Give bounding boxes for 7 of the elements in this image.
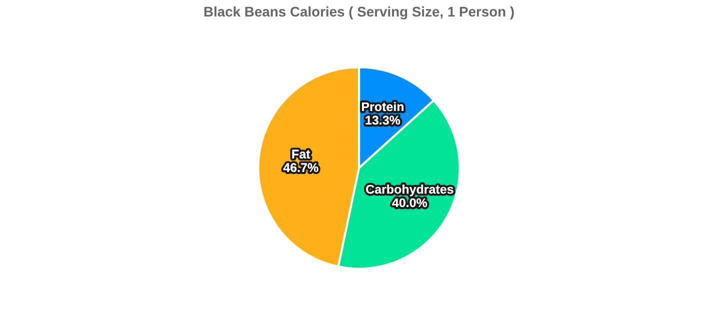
chart-title: Black Beans Calories ( Serving Size, 1 Person )	[204, 6, 514, 20]
data-label: 46.7%	[283, 163, 318, 172]
slice-label: Fat	[292, 150, 310, 159]
slice-label: Carbohydrates	[366, 184, 454, 196]
data-label: 40.0%	[392, 198, 428, 208]
slice-label: Protein	[362, 102, 404, 112]
data-label: 13.3%	[366, 116, 400, 125]
